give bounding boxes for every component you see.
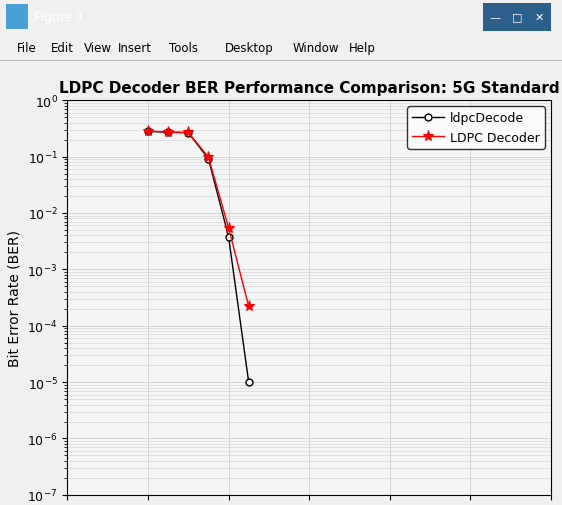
Text: File: File	[17, 41, 37, 55]
Text: Help: Help	[348, 41, 375, 55]
LDPC Decoder	[185, 130, 192, 136]
Text: □: □	[512, 13, 522, 23]
Line: ldpcDecode: ldpcDecode	[144, 129, 252, 386]
Bar	[483, 4, 506, 32]
Text: Window: Window	[292, 41, 339, 55]
ldpcDecode	[165, 130, 171, 136]
Bar	[6, 5, 28, 30]
ldpcDecode	[185, 130, 192, 136]
Text: View: View	[84, 41, 112, 55]
ldpcDecode	[205, 156, 212, 162]
LDPC Decoder	[205, 155, 212, 161]
ldpcDecode	[144, 129, 151, 135]
Y-axis label: Bit Error Rate (BER): Bit Error Rate (BER)	[8, 230, 22, 366]
Bar	[528, 4, 551, 32]
Text: Desktop: Desktop	[225, 41, 274, 55]
Line: LDPC Decoder: LDPC Decoder	[142, 126, 254, 313]
Text: —: —	[489, 13, 500, 23]
Text: Figure 1: Figure 1	[34, 11, 84, 24]
LDPC Decoder	[144, 129, 151, 135]
Text: Edit: Edit	[51, 41, 74, 55]
LDPC Decoder	[165, 130, 171, 136]
Title: LDPC Decoder BER Performance Comparison: 5G Standard: LDPC Decoder BER Performance Comparison:…	[59, 81, 559, 95]
Bar	[506, 4, 528, 32]
Text: ✕: ✕	[535, 13, 544, 23]
LDPC Decoder	[225, 225, 232, 231]
Text: Tools: Tools	[169, 41, 198, 55]
Text: Insert: Insert	[118, 41, 152, 55]
ldpcDecode	[225, 234, 232, 240]
ldpcDecode	[245, 379, 252, 385]
Legend: ldpcDecode, LDPC Decoder: ldpcDecode, LDPC Decoder	[407, 107, 545, 149]
LDPC Decoder	[245, 304, 252, 310]
